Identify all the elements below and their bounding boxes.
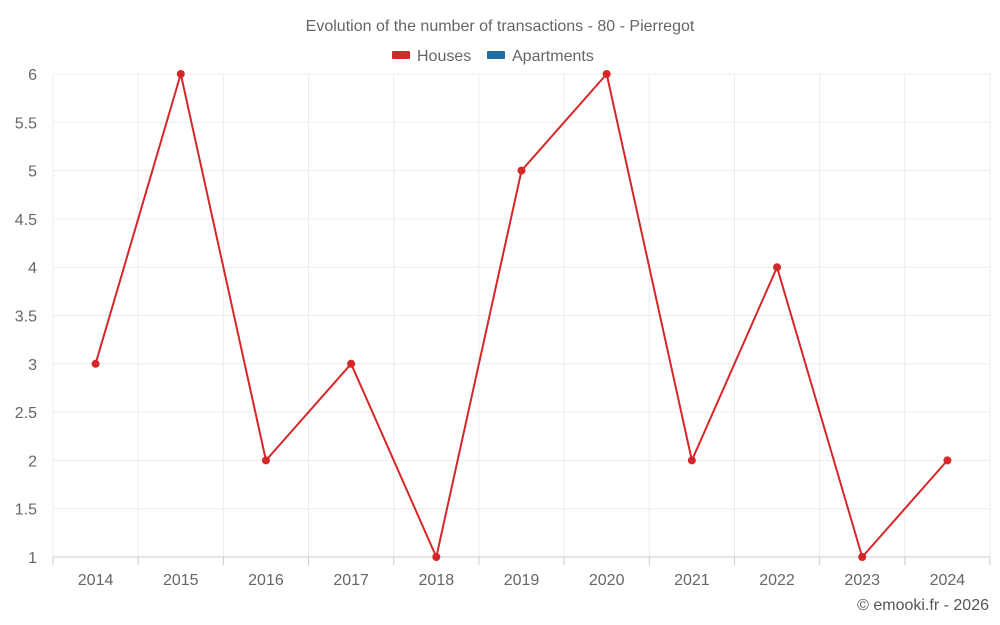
- y-tick-label: 2.5: [15, 405, 37, 422]
- data-point-houses: [432, 553, 441, 561]
- y-tick-label: 3: [28, 357, 37, 374]
- x-tick-label: 2020: [589, 572, 625, 589]
- data-point-houses: [91, 359, 100, 368]
- y-tick-label: 1: [28, 550, 37, 567]
- data-point-houses: [773, 263, 782, 272]
- legend-label-houses[interactable]: Houses: [417, 48, 471, 65]
- data-point-houses: [858, 553, 867, 561]
- data-point-houses: [176, 70, 185, 78]
- data-point-houses: [347, 359, 356, 368]
- x-tick-label: 2016: [248, 572, 284, 589]
- credit-text: © emooki.fr - 2026: [857, 597, 989, 614]
- data-point-houses: [517, 166, 526, 175]
- y-tick-label: 4: [28, 260, 37, 277]
- grid-layer: [52, 73, 991, 557]
- x-tick-label: 2022: [759, 572, 795, 589]
- y-tick-label: 5.5: [15, 115, 37, 132]
- x-tick-label: 2021: [674, 572, 710, 589]
- x-tick-label: 2018: [419, 572, 455, 589]
- y-tick-label: 5: [28, 164, 37, 181]
- x-tick-label: 2014: [78, 572, 114, 589]
- x-tick-label: 2019: [504, 572, 540, 589]
- data-point-houses: [943, 456, 952, 465]
- x-tick-label: 2015: [163, 572, 199, 589]
- data-point-houses: [261, 456, 270, 465]
- x-tick-label: 2023: [844, 572, 880, 589]
- legend-swatch-apartments[interactable]: [487, 51, 505, 59]
- data-point-houses: [687, 456, 696, 465]
- y-tick-label: 1.5: [15, 502, 37, 519]
- chart-title: Evolution of the number of transactions …: [306, 18, 695, 35]
- legend[interactable]: Houses Apartments: [392, 48, 594, 65]
- axis-layer: 1 1.5 2 2.5 3 3.5 4 4.5 5 5.5 6 2014 2015 2016 2017 201…: [15, 67, 991, 589]
- y-tick-label: 3.5: [15, 309, 37, 326]
- x-tick-label: 2017: [333, 572, 369, 589]
- legend-swatch-houses[interactable]: [392, 51, 410, 59]
- x-tick-label: 2024: [930, 572, 966, 589]
- data-point-houses: [602, 70, 611, 78]
- series-layer: [91, 70, 952, 561]
- y-tick-label: 4.5: [15, 212, 37, 229]
- y-tick-label: 2: [28, 453, 37, 470]
- legend-label-apartments[interactable]: Apartments: [512, 48, 594, 65]
- y-tick-label: 6: [28, 67, 37, 84]
